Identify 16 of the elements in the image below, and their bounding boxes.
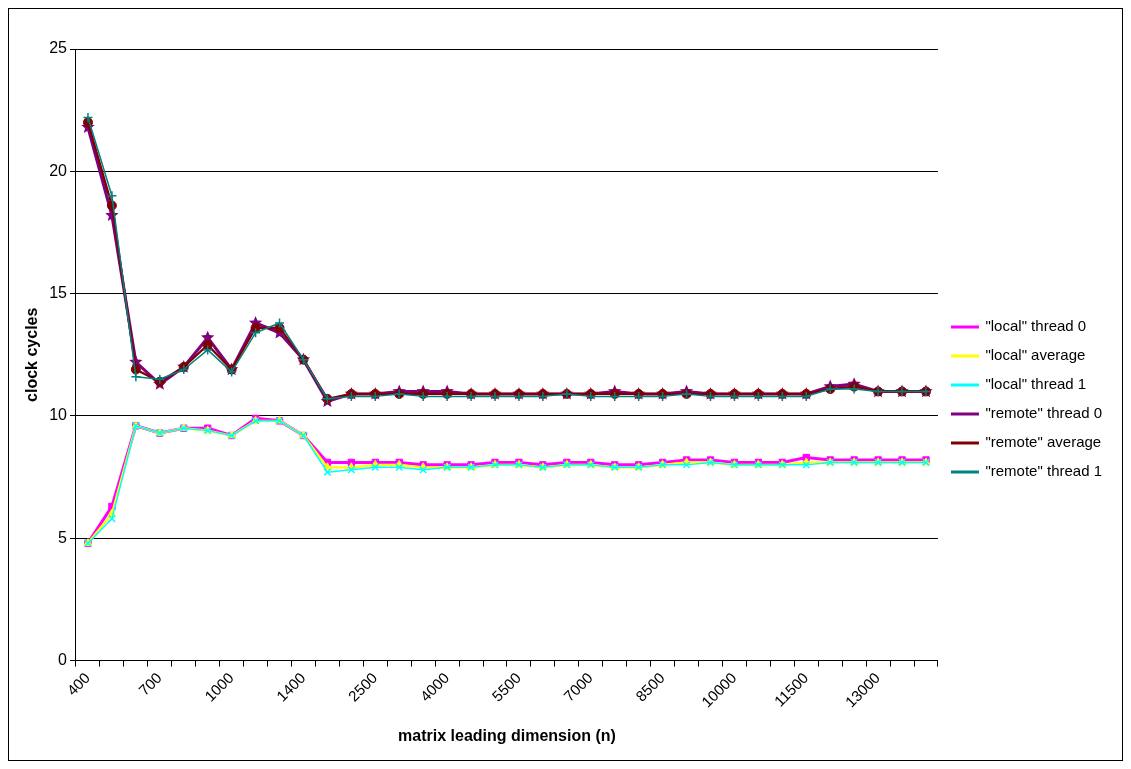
legend-label: "local" thread 1 [985, 375, 1087, 393]
y-tick-label: 0 [58, 650, 68, 668]
y-axis-title: clock cycles [23, 307, 41, 402]
x-tick-label: 700 [135, 668, 165, 699]
y-tick-label: 15 [49, 284, 68, 302]
x-tick-label: 400 [63, 668, 94, 699]
y-tick-label: 5 [58, 528, 68, 546]
legend-label: "local" average [985, 346, 1086, 364]
legend-label: "remote" average [985, 433, 1102, 451]
legend-label: "remote" thread 1 [985, 462, 1102, 480]
y-tick-label: 20 [49, 161, 68, 179]
legend-label: "local" thread 0 [985, 317, 1087, 335]
x-axis-title: matrix leading dimension (n) [398, 726, 616, 744]
y-tick-label: 10 [49, 406, 68, 424]
y-tick-label: 25 [49, 39, 68, 57]
legend-label: "remote" thread 0 [985, 404, 1102, 422]
